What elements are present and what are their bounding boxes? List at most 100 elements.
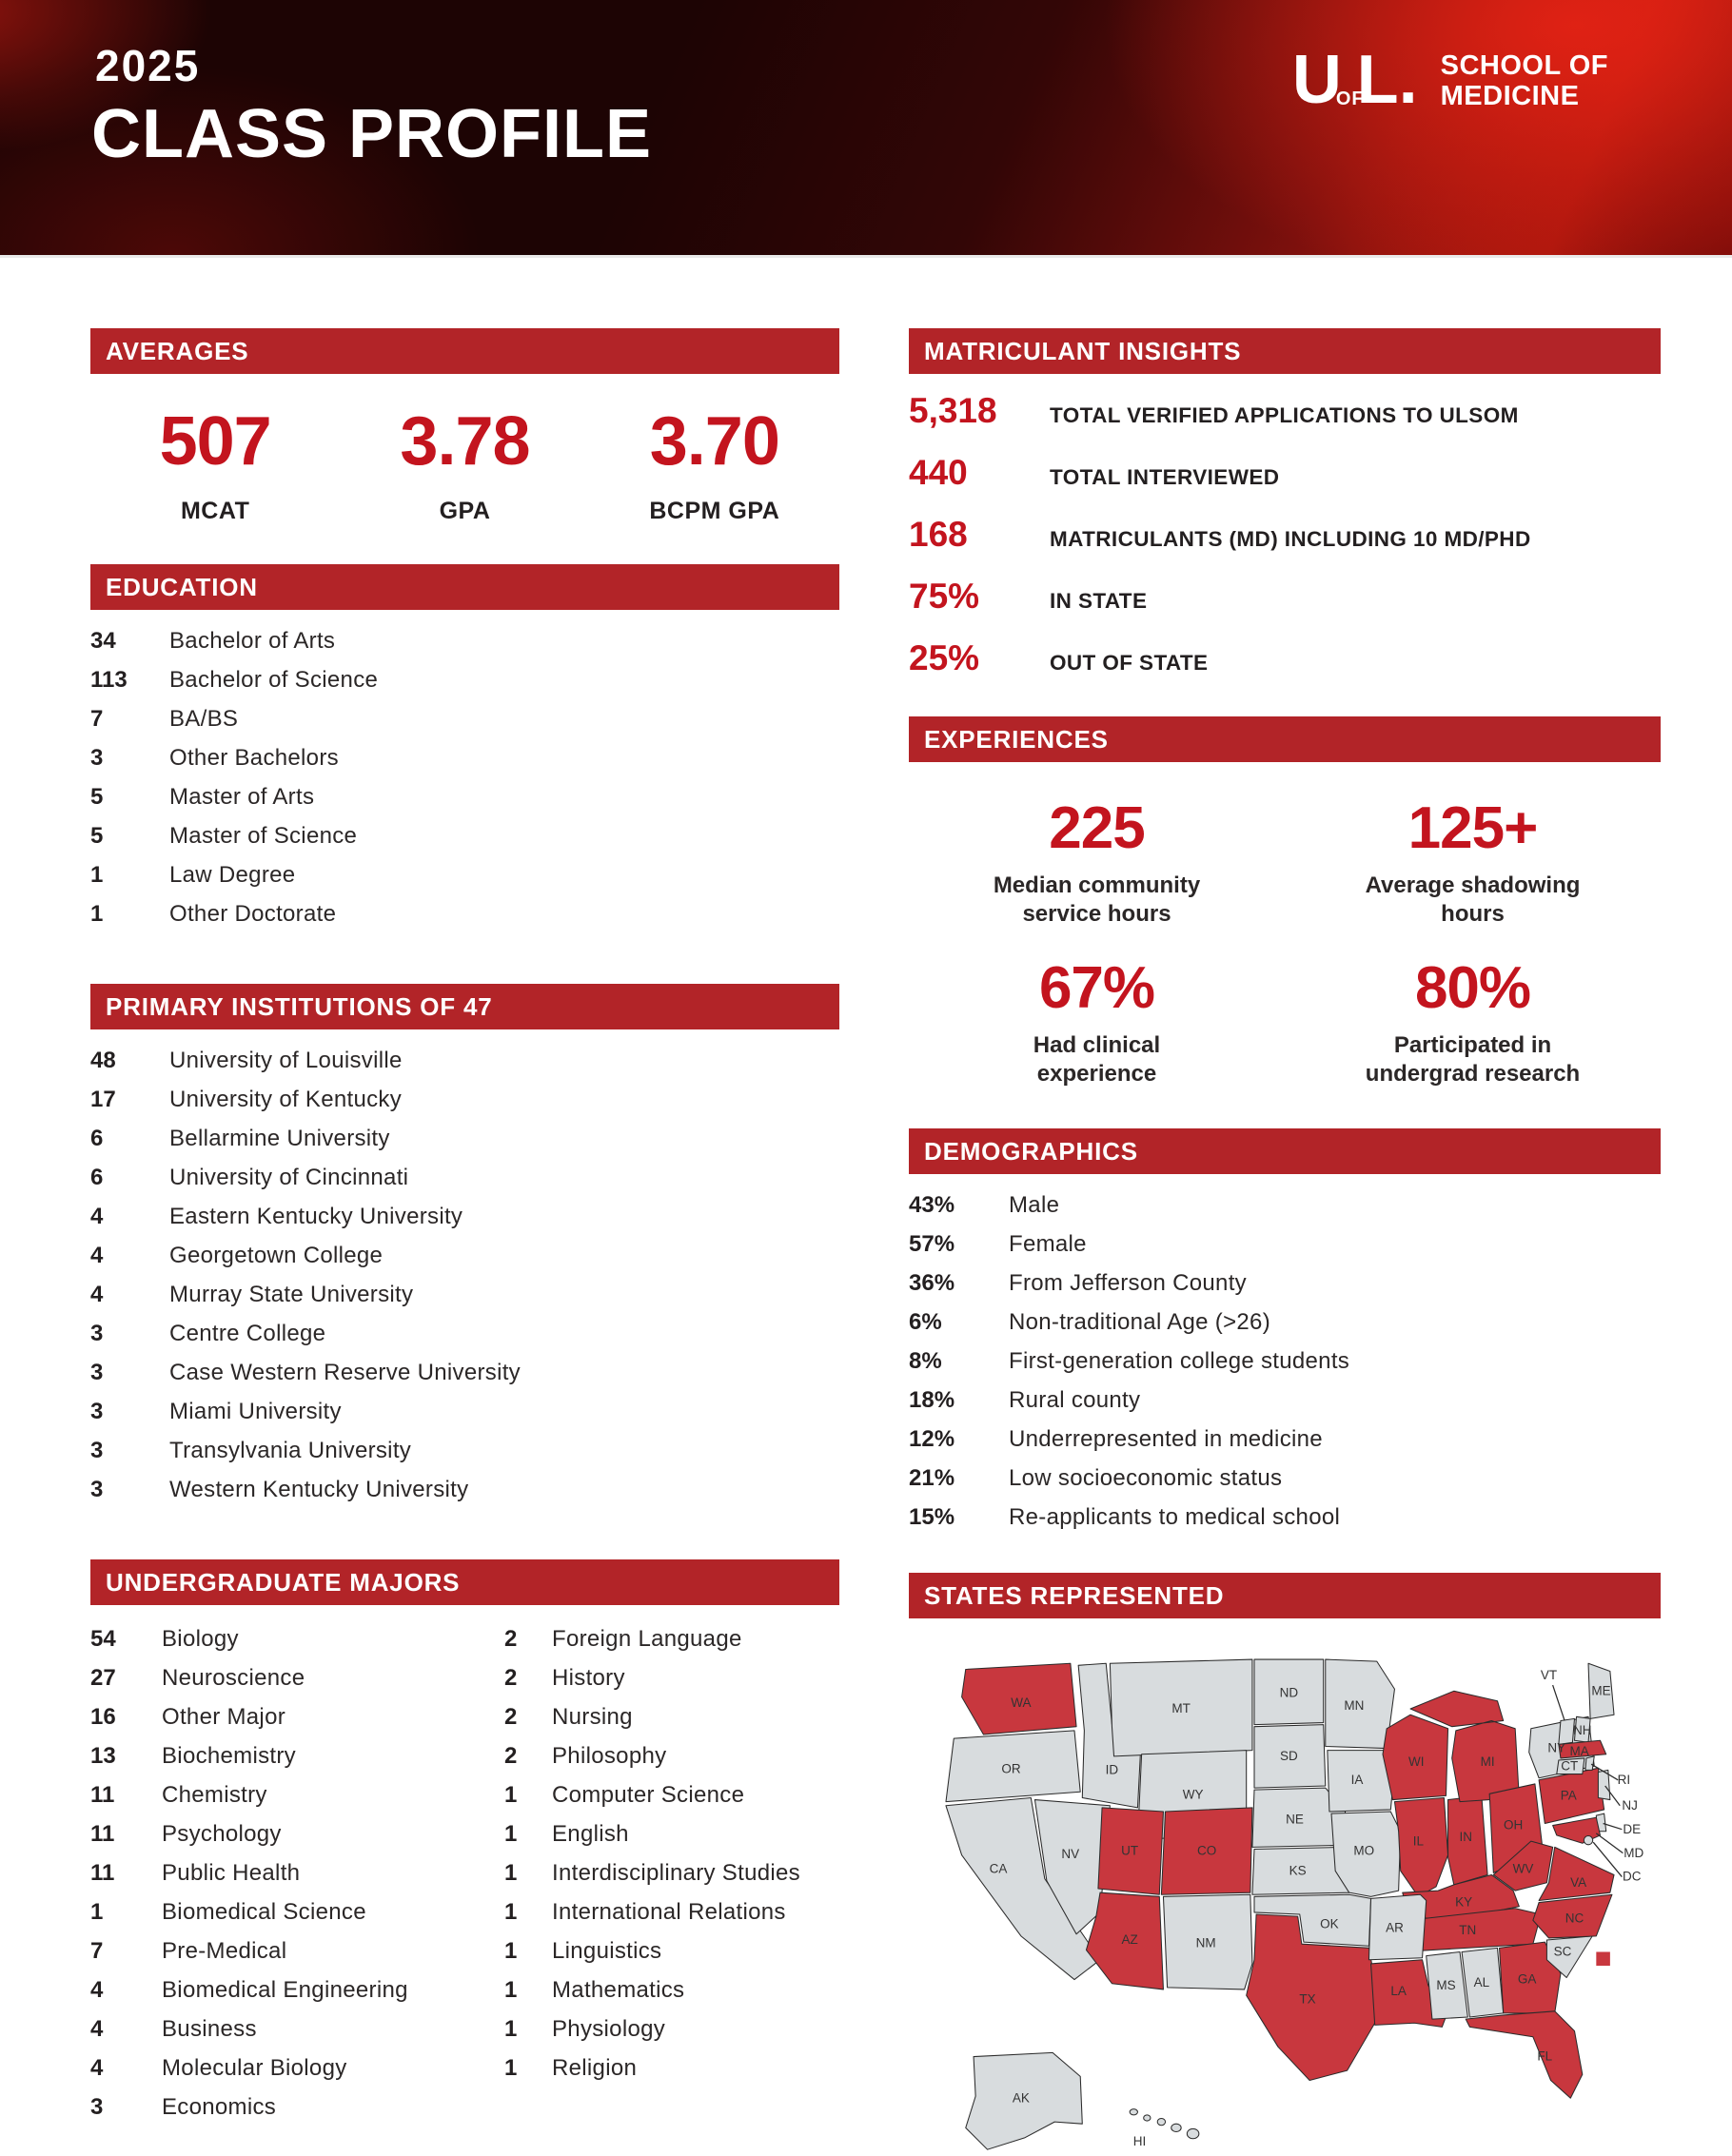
item-label: Miami University xyxy=(169,1398,342,1424)
state-label-AZ: AZ xyxy=(1122,1932,1138,1947)
item-label: Underrepresented in medicine xyxy=(1009,1425,1323,1452)
list-item: 57% Female xyxy=(909,1225,1661,1264)
list-item: 48 University of Louisville xyxy=(90,1041,839,1080)
item-label: Biomedical Science xyxy=(162,1898,366,1925)
section-header-averages: AVERAGES xyxy=(90,328,839,374)
item-label: Physiology xyxy=(552,2015,666,2042)
list-item: 5 Master of Science xyxy=(90,816,839,855)
state-label-MI: MI xyxy=(1481,1754,1495,1769)
stat-value: 80% xyxy=(1414,955,1531,1021)
item-count: 57% xyxy=(909,1230,955,1257)
state-label-FL: FL xyxy=(1537,2049,1552,2064)
item-label: Economics xyxy=(162,2093,277,2120)
uofl-logo: U OF L. SCHOOL OF MEDICINE xyxy=(1292,46,1608,114)
item-label: Other Bachelors xyxy=(169,744,339,771)
logo-line1: SCHOOL OF xyxy=(1440,50,1608,81)
list-item: 12% Underrepresented in medicine xyxy=(909,1420,1661,1459)
state-label-IN: IN xyxy=(1459,1830,1472,1844)
matriculant-list: 5,318 TOTAL VERIFIED APPLICATIONS TO ULS… xyxy=(909,374,1661,700)
item-count: 1 xyxy=(504,1937,518,1964)
section-header-majors: UNDERGRADUATE MAJORS xyxy=(90,1559,839,1605)
section-header-education: EDUCATION xyxy=(90,564,839,610)
list-item: 3 Transylvania University xyxy=(90,1431,839,1470)
item-count: 43% xyxy=(909,1191,955,1218)
list-item: 6 Bellarmine University xyxy=(90,1119,839,1158)
state-label-NC: NC xyxy=(1565,1911,1584,1925)
stat-label: GPA xyxy=(439,498,491,524)
item-label: Male xyxy=(1009,1191,1060,1218)
item-label: Female xyxy=(1009,1230,1087,1257)
state-shape-HI xyxy=(1129,2108,1200,2140)
list-item: 4 Murray State University xyxy=(90,1275,839,1314)
state-label-NV: NV xyxy=(1061,1847,1079,1861)
state-shape-WV xyxy=(1492,1840,1554,1891)
list-item: 4 Molecular Biology xyxy=(90,2048,504,2087)
item-label: First-generation college students xyxy=(1009,1347,1350,1374)
state-shape-UT xyxy=(1097,1807,1164,1895)
list-item: 43% Male xyxy=(909,1186,1661,1225)
item-count: 34 xyxy=(90,627,116,654)
state-label-KY: KY xyxy=(1455,1895,1472,1910)
average-stat: 507 MCAT xyxy=(90,402,340,564)
item-count: 16 xyxy=(90,1703,116,1730)
item-count: 2 xyxy=(504,1703,518,1730)
item-label: Business xyxy=(162,2015,257,2042)
education-list: 34 Bachelor of Arts 113 Bachelor of Scie… xyxy=(90,610,839,933)
list-item: 18% Rural county xyxy=(909,1381,1661,1420)
state-label-IA: IA xyxy=(1351,1773,1364,1787)
state-shape-RI xyxy=(1584,1755,1595,1771)
item-label: History xyxy=(552,1664,625,1691)
stat-value: 125+ xyxy=(1407,795,1539,861)
label-line2: experience xyxy=(1036,1061,1157,1087)
stat-label: Participated in undergrad research xyxy=(1285,1031,1661,1088)
item-count: 2 xyxy=(504,1742,518,1769)
list-item: 2 Philosophy xyxy=(504,1736,839,1775)
item-value: 25% xyxy=(909,638,980,677)
item-label: Philosophy xyxy=(552,1742,667,1769)
item-label: BA/BS xyxy=(169,705,239,732)
state-shape-AK xyxy=(965,2051,1083,2150)
item-label: International Relations xyxy=(552,1898,786,1925)
list-item: 1 Law Degree xyxy=(90,855,839,894)
state-label-NJ: NJ xyxy=(1622,1798,1638,1813)
item-label: Foreign Language xyxy=(552,1625,742,1652)
list-item: 13 Biochemistry xyxy=(90,1736,504,1775)
item-count: 7 xyxy=(90,1937,104,1964)
state-label-ME: ME xyxy=(1591,1683,1610,1697)
list-item: 7 BA/BS xyxy=(90,699,839,738)
list-item: 3 Centre College xyxy=(90,1314,839,1353)
state-shape-ND xyxy=(1253,1658,1325,1726)
item-count: 6 xyxy=(90,1125,104,1151)
left-column: AVERAGES 507 MCAT 3.78 GPA 3.70 BCPM GPA… xyxy=(90,255,839,2127)
state-shape-AZ xyxy=(1085,1891,1164,1990)
states-represented-map: WA OR CA NV ID MT WY UT CO AZ NM ND SD NE KS OK TX MN IA MO… xyxy=(904,1632,1661,2156)
state-shape-LA xyxy=(1370,1959,1449,2028)
average-stat: 3.70 BCPM GPA xyxy=(590,402,839,564)
state-label-AR: AR xyxy=(1386,1921,1404,1935)
list-item: 11 Chemistry xyxy=(90,1775,504,1814)
item-count: 1 xyxy=(90,861,104,888)
item-label: Non-traditional Age (>26) xyxy=(1009,1308,1270,1335)
item-count: 3 xyxy=(90,1476,104,1502)
list-item: 2 Nursing xyxy=(504,1697,839,1736)
list-item: 15% Re-applicants to medical school xyxy=(909,1498,1661,1537)
state-label-MT: MT xyxy=(1171,1701,1191,1715)
item-label: Murray State University xyxy=(169,1281,414,1307)
list-item: 54 Biology xyxy=(90,1619,504,1658)
state-label-AL: AL xyxy=(1474,1975,1490,1989)
matriculant-item: 440 TOTAL INTERVIEWED xyxy=(909,453,1661,515)
list-item: 3 Western Kentucky University xyxy=(90,1470,839,1509)
item-count: 1 xyxy=(90,1898,104,1925)
list-item: 5 Master of Arts xyxy=(90,777,839,816)
state-label-TN: TN xyxy=(1459,1923,1476,1937)
list-item: 1 Physiology xyxy=(504,2009,839,2048)
leader-lines xyxy=(1552,1684,1624,1877)
item-value: 75% xyxy=(909,577,980,616)
item-label: Chemistry xyxy=(162,1781,267,1808)
institutions-list: 48 University of Louisville 17 Universit… xyxy=(90,1029,839,1509)
stat-value: 67% xyxy=(1038,955,1155,1021)
item-count: 3 xyxy=(90,2093,104,2120)
experience-stat: 225 Median community service hours xyxy=(909,794,1285,954)
item-count: 15% xyxy=(909,1503,955,1530)
item-label: Public Health xyxy=(162,1859,301,1886)
